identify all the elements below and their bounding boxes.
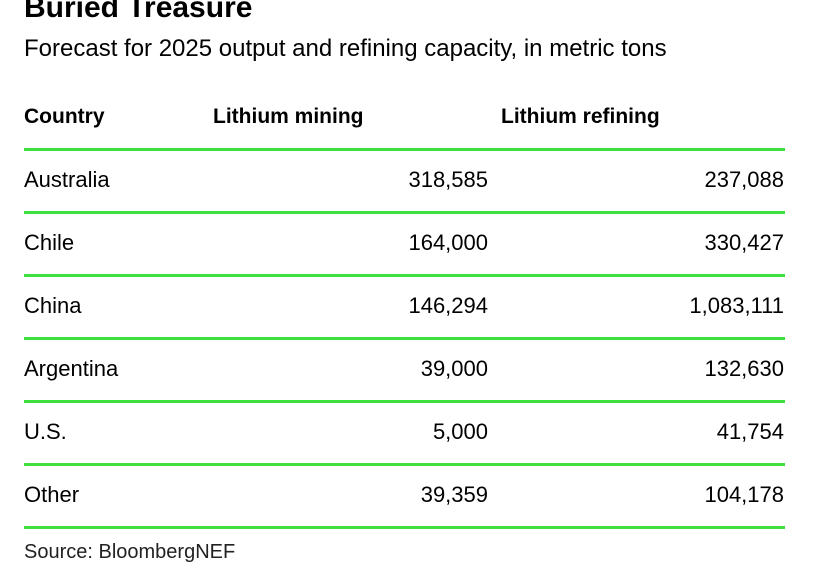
cell-country: Chile (24, 230, 75, 255)
cell-lithium-mining: 146,294 (408, 293, 488, 318)
table-row: U.S. 5,000 41,754 (24, 403, 785, 466)
chart-subtitle: Forecast for 2025 output and refining ca… (24, 35, 667, 62)
table-header-row: Country Lithium mining Lithium refining (24, 96, 785, 151)
cell-lithium-mining: 39,359 (420, 482, 488, 507)
table-row: Other 39,359 104,178 (24, 466, 785, 529)
column-header-lithium-refining: Lithium refining (501, 105, 660, 128)
cell-country: Argentina (24, 356, 119, 381)
cell-lithium-mining: 39,000 (420, 356, 488, 381)
cell-country: China (24, 293, 82, 318)
cell-lithium-mining: 5,000 (432, 419, 488, 444)
table-body: Australia 318,585 237,088 Chile 164,000 330,4… (24, 151, 785, 529)
cell-lithium-refining: 132,630 (704, 356, 784, 381)
table-row: China 146,294 1,083,111 (24, 277, 785, 340)
cell-lithium-refining: 237,088 (704, 167, 784, 192)
data-table: Country Lithium mining Lithium refining … (24, 96, 785, 529)
cell-lithium-refining: 104,178 (704, 482, 784, 507)
cell-country: Australia (24, 167, 110, 192)
chart-title: Buried Treasure (24, 0, 253, 24)
cell-country: Other (24, 482, 80, 507)
cell-country: U.S. (24, 419, 67, 444)
table-row: Argentina 39,000 132,630 (24, 340, 785, 403)
cell-lithium-mining: 318,585 (408, 167, 488, 192)
column-header-lithium-mining: Lithium mining (213, 105, 364, 128)
table-row: Chile 164,000 330,427 (24, 214, 785, 277)
table-row: Australia 318,585 237,088 (24, 151, 785, 214)
cell-lithium-refining: 330,427 (704, 230, 784, 255)
cell-lithium-refining: 1,083,111 (689, 293, 784, 318)
cell-lithium-mining: 164,000 (408, 230, 488, 255)
column-header-country: Country (24, 105, 105, 128)
cell-lithium-refining: 41,754 (716, 419, 784, 444)
